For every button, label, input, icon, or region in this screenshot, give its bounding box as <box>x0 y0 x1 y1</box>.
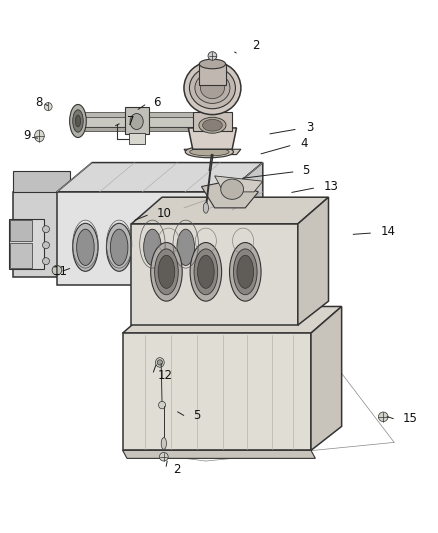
Text: 14: 14 <box>381 225 396 238</box>
Ellipse shape <box>190 243 222 301</box>
Ellipse shape <box>140 223 165 271</box>
Ellipse shape <box>177 229 194 265</box>
Ellipse shape <box>203 203 208 213</box>
Ellipse shape <box>151 243 182 301</box>
Ellipse shape <box>106 223 132 271</box>
Text: 10: 10 <box>157 207 172 220</box>
Text: 2: 2 <box>252 39 259 52</box>
Ellipse shape <box>75 115 81 127</box>
Polygon shape <box>228 163 263 285</box>
Ellipse shape <box>77 229 94 265</box>
Ellipse shape <box>70 104 86 138</box>
Ellipse shape <box>198 255 214 288</box>
Text: 9: 9 <box>23 130 30 142</box>
Polygon shape <box>215 176 263 192</box>
Text: 7: 7 <box>127 115 134 128</box>
Text: 3: 3 <box>307 122 314 134</box>
Polygon shape <box>123 306 342 333</box>
Ellipse shape <box>73 110 83 132</box>
Ellipse shape <box>159 401 166 409</box>
Ellipse shape <box>159 453 168 461</box>
Ellipse shape <box>194 249 218 295</box>
Ellipse shape <box>130 114 143 130</box>
Text: 12: 12 <box>158 369 173 382</box>
Polygon shape <box>311 306 342 450</box>
Polygon shape <box>199 64 226 85</box>
Ellipse shape <box>190 148 229 156</box>
Ellipse shape <box>195 72 230 103</box>
Ellipse shape <box>144 229 161 265</box>
Text: 8: 8 <box>35 96 42 109</box>
Ellipse shape <box>42 242 49 248</box>
Ellipse shape <box>52 265 62 275</box>
Polygon shape <box>188 128 237 149</box>
Polygon shape <box>9 219 44 269</box>
Text: 2: 2 <box>173 463 180 475</box>
Polygon shape <box>184 149 241 155</box>
Polygon shape <box>79 127 204 131</box>
Text: 5: 5 <box>302 164 310 177</box>
Ellipse shape <box>42 226 49 232</box>
Polygon shape <box>201 181 258 208</box>
Text: 4: 4 <box>300 138 307 150</box>
Polygon shape <box>129 133 145 144</box>
Polygon shape <box>10 220 32 241</box>
Ellipse shape <box>157 360 162 365</box>
Polygon shape <box>13 171 70 192</box>
Polygon shape <box>57 163 263 192</box>
Ellipse shape <box>221 179 244 199</box>
Ellipse shape <box>155 249 178 295</box>
Ellipse shape <box>202 119 222 131</box>
Polygon shape <box>79 112 204 117</box>
Ellipse shape <box>155 358 164 367</box>
Ellipse shape <box>208 52 217 60</box>
Text: 6: 6 <box>153 96 161 109</box>
Ellipse shape <box>237 255 254 288</box>
Text: 13: 13 <box>324 180 339 193</box>
Ellipse shape <box>158 255 175 288</box>
Ellipse shape <box>199 117 226 133</box>
Polygon shape <box>10 243 32 268</box>
Ellipse shape <box>200 77 224 99</box>
Ellipse shape <box>233 249 257 295</box>
Polygon shape <box>123 450 315 458</box>
Polygon shape <box>193 112 232 131</box>
Polygon shape <box>79 115 204 127</box>
Ellipse shape <box>199 59 226 69</box>
Ellipse shape <box>35 130 44 142</box>
Ellipse shape <box>184 61 241 115</box>
Ellipse shape <box>110 229 128 265</box>
Ellipse shape <box>230 243 261 301</box>
Ellipse shape <box>185 146 233 158</box>
Polygon shape <box>13 192 70 277</box>
Ellipse shape <box>173 223 198 271</box>
Ellipse shape <box>161 438 166 449</box>
Ellipse shape <box>378 412 388 422</box>
Polygon shape <box>298 197 328 325</box>
Ellipse shape <box>73 223 98 271</box>
Text: 15: 15 <box>403 412 418 425</box>
Polygon shape <box>131 224 298 325</box>
Polygon shape <box>123 333 311 450</box>
Text: 11: 11 <box>53 265 67 278</box>
Ellipse shape <box>44 102 52 110</box>
Polygon shape <box>125 107 149 134</box>
Polygon shape <box>57 192 228 285</box>
Ellipse shape <box>42 258 49 265</box>
Text: 5: 5 <box>193 409 200 422</box>
Polygon shape <box>131 197 328 224</box>
Ellipse shape <box>189 67 236 109</box>
